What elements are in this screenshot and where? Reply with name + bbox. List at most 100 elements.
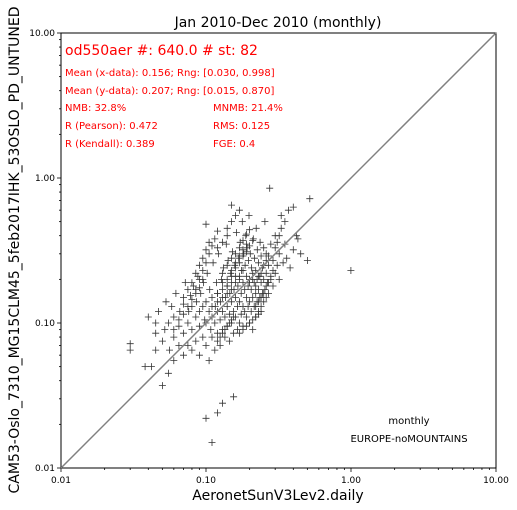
stats-fge: FGE: 0.4 xyxy=(213,139,255,150)
data-point xyxy=(252,289,260,297)
data-point xyxy=(185,308,193,315)
stats-r-pearson: R (Pearson): 0.472 xyxy=(65,121,158,132)
data-point xyxy=(284,206,292,214)
data-point xyxy=(257,308,265,315)
data-point xyxy=(208,439,216,446)
data-point xyxy=(235,206,243,214)
data-point xyxy=(246,242,254,250)
data-point xyxy=(188,296,196,304)
data-point xyxy=(219,279,226,287)
data-point xyxy=(208,242,216,250)
data-point xyxy=(126,340,134,348)
plot-frame xyxy=(60,32,497,469)
data-point xyxy=(193,298,200,306)
data-point xyxy=(184,342,192,349)
data-point xyxy=(306,195,314,203)
data-point xyxy=(235,319,243,327)
stats-mean-x: Mean (x-data): 0.156; Rng: [0.030, 0.998… xyxy=(65,68,275,79)
stats-box: od550aer #: 640.0 # st: 82 Mean (x-data)… xyxy=(65,43,283,150)
data-point xyxy=(223,261,231,269)
data-point xyxy=(214,298,221,306)
data-point xyxy=(199,275,207,283)
data-point xyxy=(223,224,231,232)
data-point xyxy=(252,313,260,321)
x-axis-label: AeronetSunV3Lev2.daily xyxy=(192,488,363,504)
data-point xyxy=(289,203,297,211)
data-point xyxy=(228,298,235,306)
data-point xyxy=(219,329,226,337)
data-point xyxy=(219,286,226,294)
data-point xyxy=(214,409,221,417)
data-point xyxy=(232,229,240,237)
data-point xyxy=(241,308,249,315)
data-point xyxy=(265,279,272,287)
data-point xyxy=(209,259,217,267)
y-tick-label: 0.10 xyxy=(35,319,55,329)
data-point xyxy=(199,267,207,274)
data-point xyxy=(190,282,197,290)
data-point xyxy=(166,346,173,354)
data-point xyxy=(216,333,224,341)
data-point xyxy=(211,319,219,327)
data-point xyxy=(242,322,250,330)
data-point xyxy=(289,246,297,254)
data-point xyxy=(199,279,207,287)
data-point xyxy=(260,244,268,252)
data-point xyxy=(244,303,252,310)
data-point xyxy=(230,393,238,401)
data-point xyxy=(235,244,243,252)
plot-area xyxy=(60,32,497,469)
data-point xyxy=(158,337,166,345)
data-point xyxy=(223,232,231,240)
data-point xyxy=(273,261,281,269)
data-point xyxy=(246,298,254,306)
data-point xyxy=(188,279,196,287)
data-point xyxy=(252,282,260,290)
data-point xyxy=(267,240,275,248)
data-point xyxy=(239,237,247,245)
data-point xyxy=(202,298,210,306)
data-point xyxy=(202,246,210,254)
annotation-frequency: monthly xyxy=(388,416,429,427)
data-point xyxy=(170,357,178,365)
data-point xyxy=(158,382,166,390)
data-point xyxy=(248,264,255,272)
data-point xyxy=(184,303,192,310)
data-point xyxy=(175,316,183,324)
data-point xyxy=(222,240,230,248)
data-point xyxy=(195,284,203,292)
data-point xyxy=(228,218,235,226)
data-point xyxy=(247,308,255,315)
data-point xyxy=(170,333,178,341)
data-point xyxy=(275,232,283,240)
data-point xyxy=(269,267,277,274)
data-point xyxy=(241,261,249,269)
data-point xyxy=(186,291,194,299)
data-point xyxy=(237,289,245,297)
x-tick-label: 1.00 xyxy=(341,476,361,486)
data-point xyxy=(245,212,253,220)
data-point xyxy=(252,224,260,232)
data-point xyxy=(225,310,233,318)
y-tick-label: 1.00 xyxy=(35,174,55,184)
data-point xyxy=(199,254,207,262)
data-point xyxy=(267,272,275,280)
data-point xyxy=(225,337,233,345)
data-point xyxy=(144,313,152,321)
data-point xyxy=(266,184,274,192)
stats-mnmb: MNMB: 21.4% xyxy=(213,103,283,114)
data-point xyxy=(164,319,172,327)
data-point xyxy=(269,282,277,290)
data-point xyxy=(261,286,269,294)
data-point xyxy=(164,369,172,377)
data-point xyxy=(195,308,203,315)
data-point xyxy=(214,337,221,345)
data-point xyxy=(241,286,249,294)
data-point xyxy=(202,259,210,267)
data-point xyxy=(211,235,219,243)
data-point xyxy=(275,250,283,258)
data-point xyxy=(188,326,196,334)
data-point xyxy=(223,275,231,283)
data-point xyxy=(246,226,254,234)
